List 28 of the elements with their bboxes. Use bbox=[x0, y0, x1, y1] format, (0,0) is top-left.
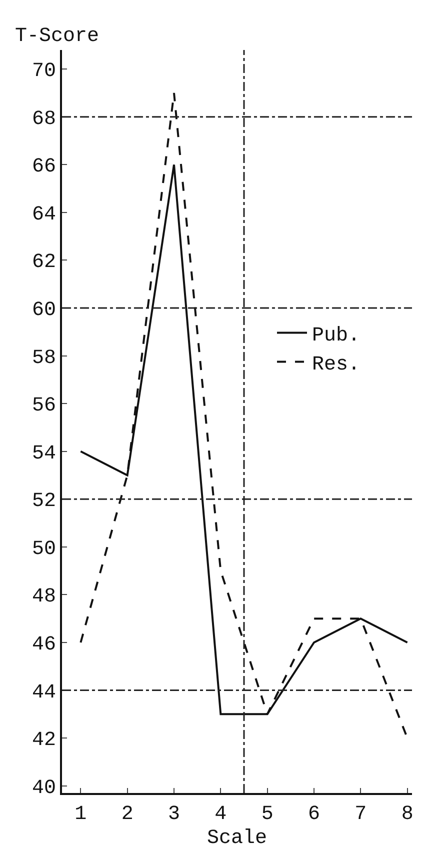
x-axis-title: Scale bbox=[206, 827, 268, 850]
y-tick-label: 60 bbox=[32, 299, 56, 322]
y-tick-label: 44 bbox=[32, 681, 56, 704]
y-tick-label: 68 bbox=[32, 108, 56, 131]
y-tick-label: 64 bbox=[32, 203, 56, 226]
legend-label: Res. bbox=[312, 354, 360, 376]
y-axis-title: T-Score bbox=[15, 25, 100, 48]
y-tick-label: 48 bbox=[32, 586, 56, 609]
y-tick-label: 66 bbox=[32, 156, 56, 179]
x-tick-label: 2 bbox=[121, 803, 134, 826]
y-tick-label: 62 bbox=[32, 251, 56, 274]
x-tick-label: 8 bbox=[401, 803, 414, 826]
y-tick-label: 50 bbox=[32, 538, 56, 561]
y-tick-label: 58 bbox=[32, 346, 56, 370]
y-tick-label: 70 bbox=[32, 60, 56, 84]
x-tick-label: 6 bbox=[308, 803, 320, 826]
y-tick-label: 46 bbox=[32, 633, 56, 656]
x-tick-label: 1 bbox=[74, 803, 87, 826]
y-tick-label: 54 bbox=[32, 442, 56, 466]
x-tick-label: 5 bbox=[261, 803, 274, 826]
y-tick-label: 40 bbox=[32, 776, 56, 800]
x-tick-label: 7 bbox=[354, 803, 367, 826]
x-tick-label: 3 bbox=[168, 803, 180, 826]
y-tick-label: 56 bbox=[32, 394, 56, 418]
legend-label: Pub. bbox=[312, 324, 360, 348]
y-tick-label: 42 bbox=[32, 729, 56, 752]
y-tick-label: 52 bbox=[32, 490, 56, 514]
x-tick-label: 4 bbox=[214, 803, 227, 826]
